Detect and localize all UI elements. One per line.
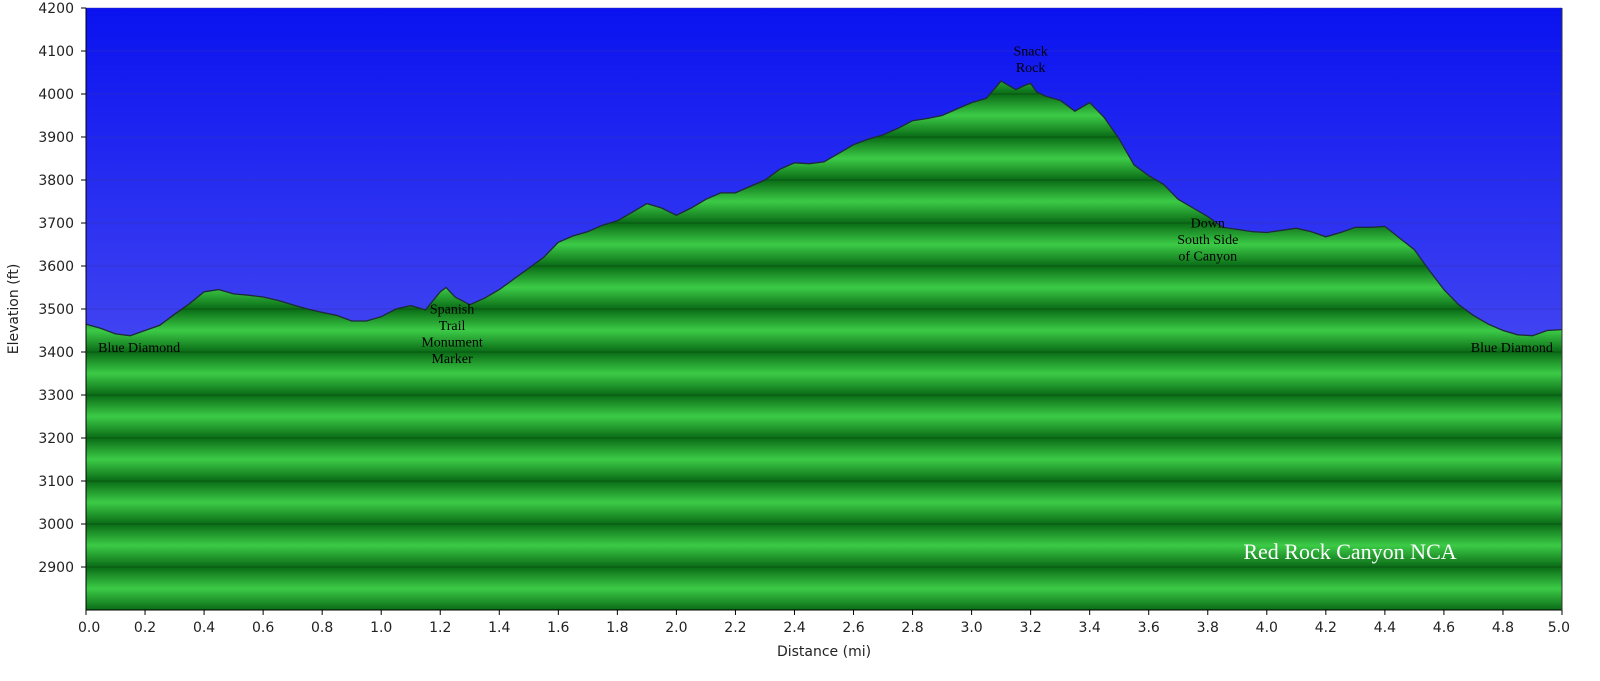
y-tick-label: 3400 (38, 345, 74, 361)
x-tick-label: 3.8 (1197, 620, 1219, 636)
y-tick-label: 3200 (38, 431, 74, 447)
x-tick-label: 2.2 (724, 620, 746, 636)
x-tick-label: 1.2 (429, 620, 451, 636)
x-tick-label: 4.0 (1256, 620, 1278, 636)
x-tick-label: 0.6 (252, 620, 274, 636)
x-tick-label: 1.0 (370, 620, 392, 636)
y-tick-label: 3100 (38, 474, 74, 490)
x-tick-label: 1.6 (547, 620, 569, 636)
y-tick-label: 3800 (38, 173, 74, 189)
x-tick-label: 0.8 (311, 620, 333, 636)
y-tick-labels: 2900 3000 3100 3200 3300 3400 3500 3600 3700 3800… (38, 1, 74, 576)
watermark-label: Red Rock Canyon NCA (1243, 539, 1456, 564)
x-tick-label: 1.4 (488, 620, 510, 636)
y-tick-label: 4200 (38, 1, 74, 17)
y-tick-label: 4000 (38, 87, 74, 103)
x-tick-label: 3.6 (1138, 620, 1160, 636)
y-axis-label: Elevation (ft) (6, 264, 22, 355)
x-tick-label: 0.0 (78, 620, 100, 636)
elevation-line (85, 80, 1563, 337)
x-tick-label: 4.6 (1433, 620, 1455, 636)
trail-annotation: Spanish Trail Monument Marker (421, 302, 483, 367)
x-tick-label: 5.0 (1548, 620, 1570, 636)
x-tick-label: 2.6 (842, 620, 864, 636)
x-tick-label: 2.4 (783, 620, 805, 636)
x-tick-label: 3.4 (1079, 620, 1101, 636)
y-tick-label: 3900 (38, 130, 74, 146)
trail-annotation: Down South Side of Canyon (1177, 216, 1238, 264)
x-tick-label: 4.2 (1315, 620, 1337, 636)
x-tick-labels: 0.0 0.2 0.4 0.6 0.8 1.0 1.2 1.4 1.6 1.8 2.0 2.2 2.4 2… (78, 620, 1570, 636)
x-axis-label: Distance (mi) (777, 644, 871, 660)
x-tick-label: 4.8 (1492, 620, 1514, 636)
y-tick-label: 4100 (38, 44, 74, 60)
x-tick-label: 2.8 (901, 620, 923, 636)
y-tick-label: 3700 (38, 216, 74, 232)
y-tick-label: 3000 (38, 517, 74, 533)
trail-annotation: Snack Rock (1014, 44, 1048, 76)
trail-annotation: Blue Diamond (1471, 341, 1553, 356)
x-tick-label: 2.0 (665, 620, 687, 636)
x-tick-label: 4.4 (1374, 620, 1396, 636)
y-tick-label: 3500 (38, 302, 74, 318)
x-tick-label: 0.4 (193, 620, 215, 636)
axes (81, 7, 1563, 615)
x-tick-label: 3.2 (1020, 620, 1042, 636)
y-tick-label: 3600 (38, 259, 74, 275)
x-tick-label: 0.2 (134, 620, 156, 636)
y-tick-label: 3300 (38, 388, 74, 404)
y-tick-label: 2900 (38, 560, 74, 576)
x-tick-label: 3.0 (960, 620, 982, 636)
trail-annotation: Blue Diamond (98, 341, 180, 356)
x-tick-label: 1.8 (606, 620, 628, 636)
